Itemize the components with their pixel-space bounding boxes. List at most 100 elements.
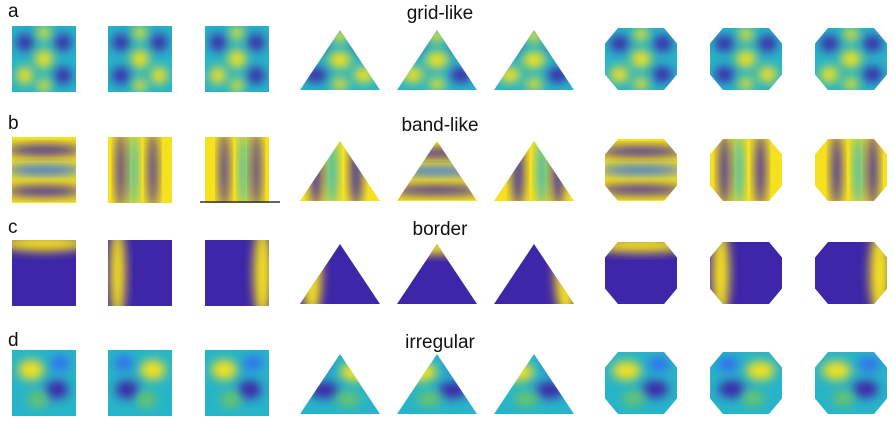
heatmap-blob <box>397 166 477 176</box>
heatmap-blob <box>742 391 764 406</box>
heatmap-blob <box>328 51 352 69</box>
heatmap-blob <box>758 66 777 83</box>
heatmap-blob <box>734 139 744 201</box>
heatmap-blob <box>133 26 147 40</box>
heatmap-panel <box>494 244 574 304</box>
row-label: b <box>8 113 19 134</box>
heatmap-blob <box>605 242 677 253</box>
heatmap-blob <box>755 139 766 201</box>
heatmap-blob <box>35 49 53 69</box>
heatmap-blob <box>831 139 842 201</box>
heatmap-blob <box>350 141 362 201</box>
heatmap-blob <box>45 380 69 399</box>
heatmap-blob <box>12 185 76 197</box>
heatmap-blob <box>499 67 521 83</box>
heatmap-blob <box>450 67 472 83</box>
heatmap-blob <box>332 78 348 90</box>
heatmap-blob <box>405 363 437 381</box>
heatmap-blob <box>858 356 880 372</box>
heatmap-blob <box>37 78 51 92</box>
row-title: grid-like <box>407 3 474 24</box>
heatmap-panel <box>605 139 677 201</box>
heatmap-panel <box>397 244 477 304</box>
heatmap-blob <box>746 361 775 380</box>
heatmap-blob <box>820 35 839 52</box>
heatmap-panel <box>710 139 782 201</box>
heatmap-blob <box>112 66 130 85</box>
heatmap-blob <box>114 355 134 372</box>
heatmap-blob <box>820 66 839 83</box>
heatmap-blob <box>12 240 76 252</box>
heatmap-blob <box>397 148 477 158</box>
heatmap-panel <box>710 242 782 304</box>
heatmap-blob <box>310 141 322 201</box>
heatmap-panel <box>397 141 477 201</box>
heatmap-blob <box>535 381 565 399</box>
heatmap-blob <box>136 391 156 408</box>
heatmap-blob <box>27 391 48 408</box>
heatmap-blob <box>738 77 754 90</box>
row-title: band-like <box>401 115 478 136</box>
heatmap-blob <box>514 391 538 407</box>
heatmap-blob <box>230 78 244 92</box>
heatmap-panel <box>12 350 76 416</box>
heatmap-blob <box>219 137 229 203</box>
heatmap-panel <box>494 141 574 201</box>
heatmap-blob <box>542 358 566 374</box>
heatmap-blob <box>633 77 649 90</box>
heatmap-blob <box>552 141 564 201</box>
heatmap-base <box>397 354 477 414</box>
heatmap-blob <box>852 380 879 398</box>
heatmap-blob <box>547 37 569 53</box>
heatmap-blob <box>610 66 629 83</box>
heatmap-panel <box>710 352 782 414</box>
heatmap-blob <box>148 137 158 203</box>
heatmap-blob <box>37 26 51 40</box>
heatmap-blob <box>309 381 339 399</box>
heatmap-panel <box>494 354 574 414</box>
heatmap-blob <box>863 35 882 52</box>
heatmap-blob <box>605 165 677 175</box>
row-label: a <box>8 1 19 22</box>
row-title: irregular <box>405 332 475 353</box>
heatmap-blob <box>209 33 227 52</box>
heatmap-blob <box>843 77 859 90</box>
heatmap-blob <box>554 244 574 304</box>
heatmap-blob <box>302 244 322 304</box>
heatmap-blob <box>243 355 263 372</box>
heatmap-blob <box>253 240 269 306</box>
heatmap-blob <box>402 67 424 83</box>
heatmap-panel <box>300 141 380 201</box>
heatmap-blob <box>843 28 859 41</box>
heatmap-panel <box>605 352 677 414</box>
heatmap-panel <box>494 30 574 90</box>
heatmap-blob <box>112 33 130 52</box>
heatmap-blob <box>150 66 168 85</box>
heatmap-blob <box>353 37 375 53</box>
heatmap-blob <box>116 137 126 203</box>
heatmap-blob <box>50 355 70 372</box>
heatmap-blob <box>822 361 851 380</box>
heatmap-blob <box>150 33 168 52</box>
heatmap-blob <box>612 361 641 380</box>
heatmap-blob <box>12 144 76 156</box>
heatmap-blob <box>308 358 332 374</box>
heatmap-blob <box>425 51 449 69</box>
heatmap-blob <box>719 139 730 201</box>
heatmap-blob <box>512 141 524 201</box>
heatmap-panel <box>108 240 172 306</box>
heatmap-blob <box>238 380 262 399</box>
heatmap-base <box>494 354 574 414</box>
heatmap-blob <box>610 35 629 52</box>
heatmap-blob <box>605 146 677 157</box>
heatmap-blob <box>738 28 754 41</box>
heatmap-panel <box>12 240 76 306</box>
heatmap-panel <box>300 244 380 304</box>
heatmap-blob <box>526 30 542 42</box>
heatmap-blob <box>648 356 670 372</box>
heatmap-panel <box>815 242 887 304</box>
heatmap-blob <box>221 391 241 408</box>
heatmap-blob <box>305 67 327 83</box>
heatmap-panel <box>710 28 782 90</box>
heatmap-blob <box>642 380 669 398</box>
